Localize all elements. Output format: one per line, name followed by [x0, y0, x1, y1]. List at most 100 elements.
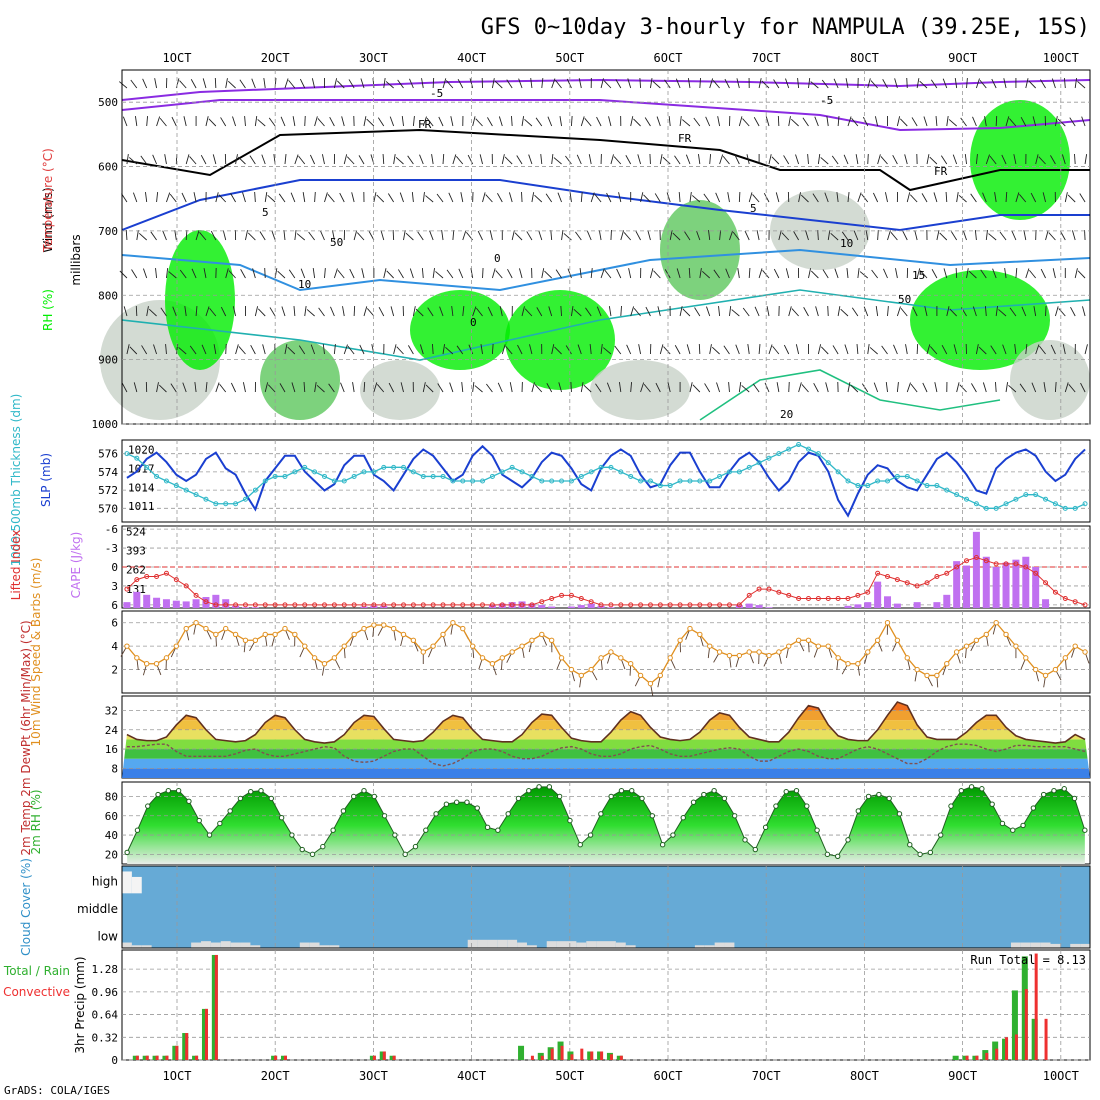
wind-barb — [615, 79, 622, 89]
wind-speed-point — [262, 631, 268, 638]
li-point — [302, 602, 308, 608]
wind-speed-point — [934, 672, 940, 679]
rh-point — [248, 788, 254, 795]
wind-barb — [235, 344, 239, 355]
wind-barb — [299, 78, 306, 89]
li-point — [272, 602, 278, 608]
wind-barb — [200, 154, 207, 165]
wind-speed-point — [203, 625, 209, 632]
wind-barb — [709, 78, 714, 89]
wind-barb — [1054, 381, 1057, 393]
wind-barb — [482, 192, 486, 203]
wind-barb — [287, 346, 296, 355]
rh-point — [896, 811, 903, 817]
wind-barb — [128, 157, 138, 165]
wind-barb — [487, 306, 493, 317]
rh-point — [145, 803, 151, 809]
wind-barb — [758, 268, 763, 279]
temp-contour-5 — [121, 179, 1090, 232]
date-tick-bottom: 4OCT — [457, 1069, 486, 1083]
wind-barb — [288, 79, 296, 89]
wind-barb — [883, 268, 888, 279]
precip-conv-bar — [1014, 1034, 1018, 1060]
wind-barb — [694, 307, 701, 317]
contour-label: 5 — [750, 202, 757, 215]
rh-point — [855, 808, 861, 814]
wind-barb — [472, 116, 476, 127]
cape-bar — [1022, 556, 1030, 608]
wind-barb — [1062, 344, 1066, 355]
wind-barb — [851, 117, 859, 127]
wind-barb — [366, 308, 375, 317]
wind-barb — [1052, 268, 1056, 279]
rh-point — [711, 787, 717, 794]
precip-conv-bar — [985, 1052, 989, 1060]
wind-barb — [1060, 231, 1066, 241]
wind-speed-point — [450, 620, 456, 626]
wind-barb — [887, 230, 891, 241]
date-tick-bottom: 5OCT — [555, 1069, 584, 1083]
cape-bar — [251, 607, 259, 608]
thickness-point — [401, 464, 407, 470]
wind-barb — [427, 307, 434, 317]
cloud-bar — [576, 942, 587, 948]
li-point — [697, 602, 703, 608]
wind-barb — [156, 116, 161, 127]
cloud-bar — [141, 945, 152, 948]
wind-barb — [1021, 306, 1027, 317]
li-point — [154, 573, 160, 579]
wind-barb — [1030, 192, 1037, 203]
thickness-point — [539, 478, 545, 484]
precip-conv-bar — [560, 1045, 564, 1060]
wind-speed-line — [126, 621, 1086, 685]
thickness-point — [312, 469, 318, 475]
contour-label: -5 — [430, 87, 443, 100]
wind-barb — [494, 80, 503, 89]
wind-barb — [954, 78, 958, 89]
wind-barb — [877, 154, 881, 165]
rh-area — [410, 290, 510, 370]
thickness-point — [697, 478, 703, 484]
wind-barb — [347, 345, 355, 355]
rh-point — [680, 814, 686, 821]
wind-barb — [311, 78, 316, 89]
wind-barb — [575, 231, 582, 241]
cape-ytick: 393 — [126, 544, 146, 557]
wind-barb — [952, 154, 958, 165]
wind-barb — [647, 230, 651, 241]
thickness-point — [499, 469, 505, 475]
wind-barb — [906, 77, 908, 89]
wind-barb — [748, 267, 751, 279]
cloud-bar — [131, 945, 142, 948]
precip-conv-bar — [1005, 1037, 1009, 1060]
precip-conv-bar — [195, 1055, 199, 1060]
wind-barb — [699, 77, 701, 89]
wind-speed-point — [865, 649, 871, 655]
wind-speed-point — [1072, 643, 1078, 649]
wind-barb — [948, 119, 957, 127]
wind-barb — [388, 382, 395, 393]
wind-barb — [353, 230, 358, 241]
wind-barb — [425, 195, 434, 203]
cape-bar — [884, 596, 892, 608]
wind-speed-point — [321, 661, 328, 667]
cloud-bar — [309, 942, 320, 948]
wind-barb — [403, 230, 406, 241]
wind-barb — [516, 155, 523, 165]
wind-barb — [999, 231, 1007, 241]
wind-barb — [906, 192, 911, 203]
date-tick-top: 10OCT — [1043, 51, 1079, 65]
thickness-point — [1043, 496, 1049, 502]
wind-barb — [545, 193, 553, 203]
wind-barb — [130, 79, 138, 89]
wind-barb — [528, 154, 533, 165]
rh-point — [165, 787, 172, 794]
wind-barb — [152, 154, 157, 165]
temp-contour-minus5 — [121, 99, 1091, 132]
wind-barb — [257, 119, 266, 127]
precip-conv-bar — [540, 1055, 544, 1060]
wind-barb — [230, 193, 236, 203]
wind-barb — [203, 268, 207, 279]
wind-barb — [962, 230, 967, 241]
cloud-bar — [625, 945, 636, 948]
